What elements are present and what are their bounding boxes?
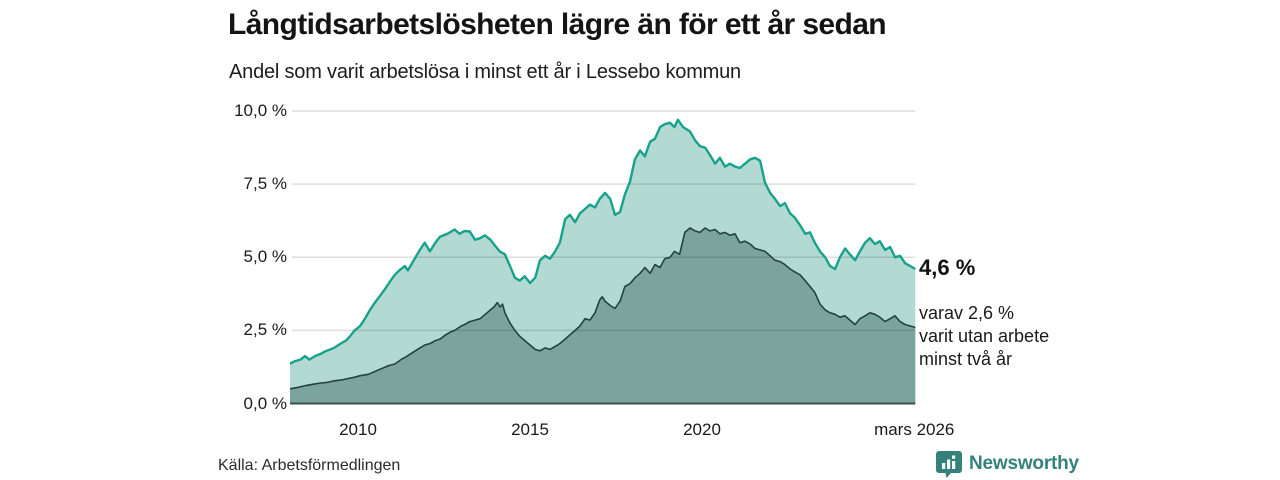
page-title: Långtidsarbetslösheten lägre än för ett … <box>228 8 887 41</box>
newsworthy-logo-icon <box>936 451 962 478</box>
y-axis-tick: 2,5 % <box>243 320 287 340</box>
area-chart <box>290 110 916 405</box>
chart-subtitle: Andel som varit arbetslösa i minst ett å… <box>229 61 741 83</box>
x-axis-tick: mars 2026 <box>874 420 955 439</box>
y-axis-tick: 0,0 % <box>243 393 287 413</box>
y-axis-tick: 5,0 % <box>243 247 287 267</box>
y-axis-tick: 10,0 % <box>234 101 287 120</box>
x-axis-tick: 2015 <box>511 420 549 439</box>
y-axis-tick: 7,5 % <box>243 174 287 194</box>
secondary-value-label: varav 2,6 % varit utan arbete minst två … <box>919 303 1050 369</box>
x-axis-tick: 2020 <box>683 420 721 439</box>
x-axis-tick: 2010 <box>339 420 377 439</box>
newsworthy-logo: Newsworthy <box>936 450 1079 478</box>
latest-value-label: 4,6 % <box>919 255 976 280</box>
source-credit: Källa: Arbetsförmedlingen <box>218 457 401 474</box>
newsworthy-wordmark: Newsworthy <box>969 453 1079 474</box>
